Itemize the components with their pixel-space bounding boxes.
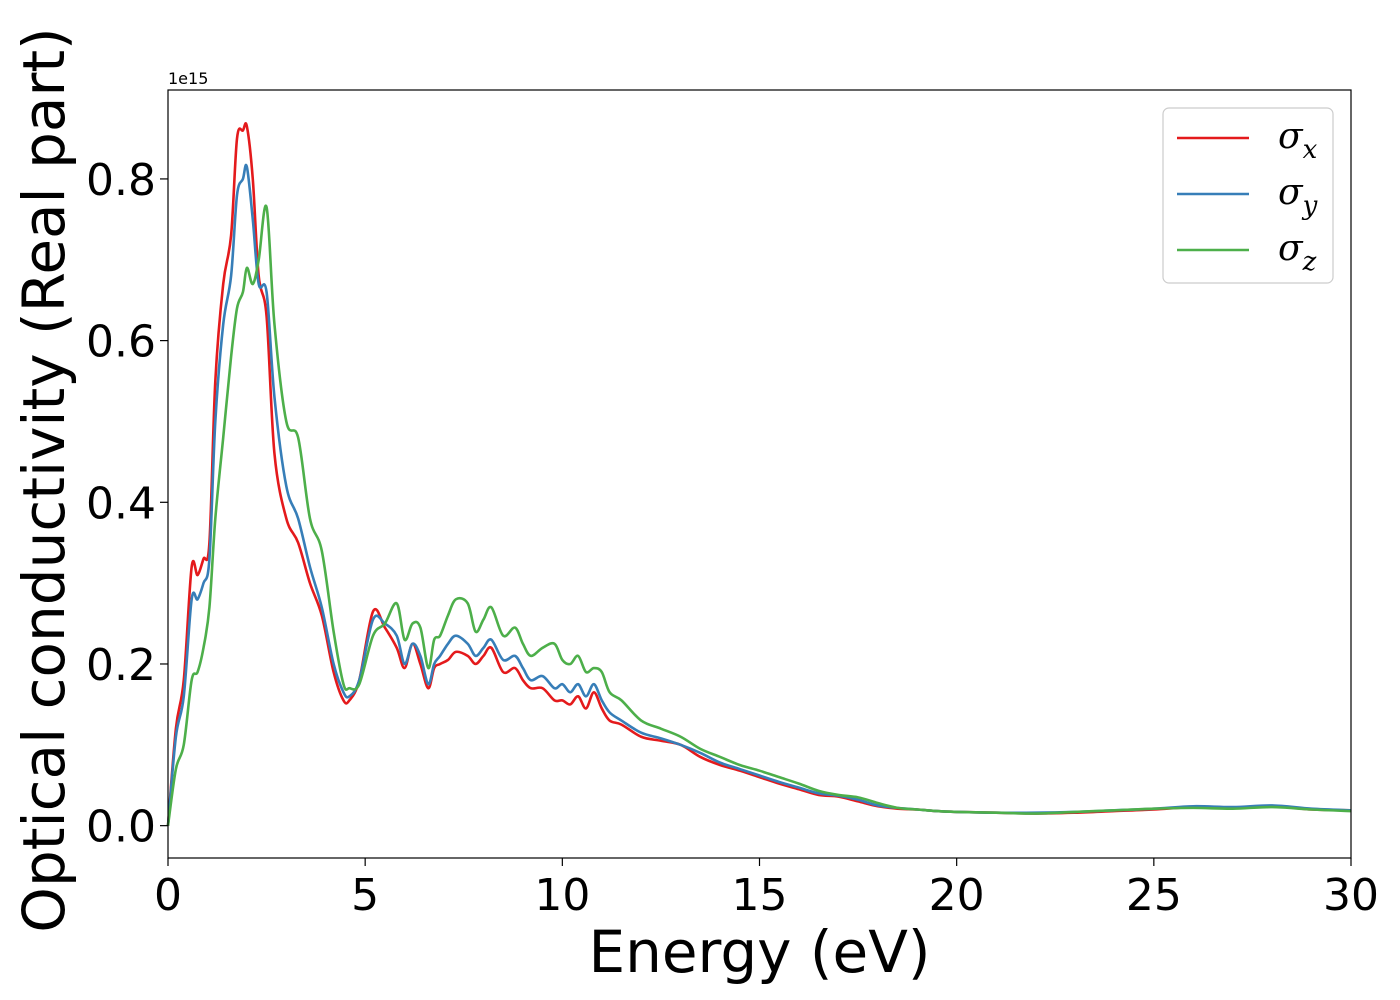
legend-label-z: σz [1278, 228, 1317, 277]
ticks-layer: 0 5 10 15 20 25 30 0.0 0.2 0.4 0.6 0.8 [86, 155, 1379, 921]
y-tick-label: 0.8 [86, 155, 156, 206]
x-tick-label: 25 [1126, 870, 1182, 921]
series-layer [166, 122, 1352, 826]
legend-label-y: σy [1278, 172, 1318, 221]
x-tick-label: 20 [929, 870, 985, 921]
y-tick-label: 0.0 [86, 802, 156, 853]
x-tick-label: 5 [351, 870, 379, 921]
x-tick-label: 15 [732, 870, 788, 921]
y-tick-label: 0.4 [86, 478, 156, 529]
legend-entries: σx σy σz [1177, 116, 1318, 277]
x-tick-label: 10 [534, 870, 590, 921]
legend: σx σy σz [1162, 107, 1334, 284]
y-tick-label: 0.6 [86, 317, 156, 368]
legend-label-x: σx [1278, 116, 1318, 165]
x-axis-title: Energy (eV) [588, 918, 930, 986]
y-offset-label: 1e15 [168, 69, 208, 88]
x-tick-label: 0 [154, 870, 182, 921]
y-axis-title: Optical conductivity (Real part) [10, 27, 78, 932]
series-line-z [166, 204, 1352, 826]
x-tick-label: 30 [1323, 870, 1379, 921]
legend-box [1162, 107, 1334, 284]
y-tick-label: 0.2 [86, 640, 156, 691]
series-line-y [166, 163, 1352, 826]
